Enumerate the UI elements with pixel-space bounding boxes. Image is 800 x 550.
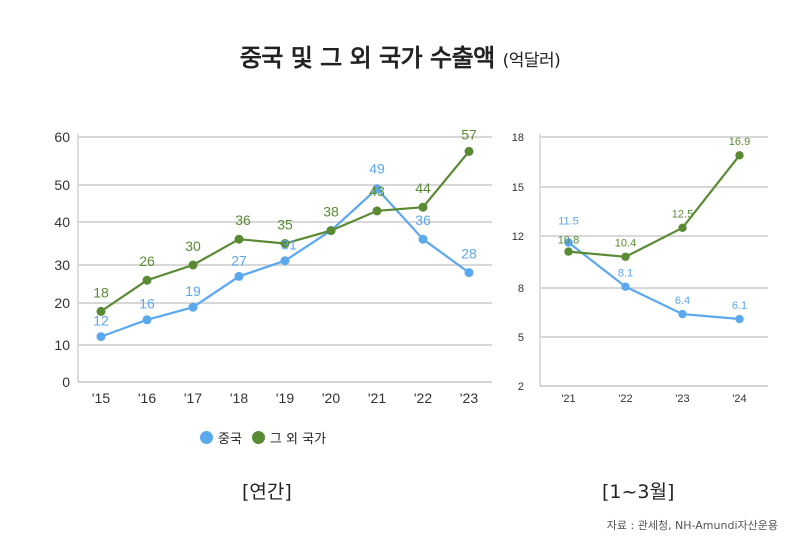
legend-label-others: 그 외 국가 [269, 432, 327, 447]
chart-0-series-0-point [418, 234, 428, 244]
chart-1-series-0-point [678, 309, 687, 319]
chart-1-y-tick-label: 2 [518, 381, 524, 393]
chart-1-x-tick-label: '22 [618, 393, 632, 405]
chart-1-x-tick-label: '21 [561, 393, 575, 405]
chart-0-series-1-data-label: 30 [185, 238, 201, 254]
chart-0-series-1-point [464, 146, 474, 156]
chart-0-series-1-point [188, 260, 198, 270]
chart-0-series-1-point [142, 275, 152, 285]
chart-0-series-0-data-label: 12 [93, 313, 109, 329]
chart-0-series-1-data-label: 44 [415, 180, 431, 196]
chart-0-x-tick-label: '21 [368, 390, 386, 406]
chart-0-series-0-point [96, 332, 106, 342]
chart-0-x-tick-label: '22 [414, 390, 432, 406]
chart-0-series-0-data-label: 49 [369, 161, 385, 177]
source-note: 자료 : 관세청, NH-Amundi자산운용 [606, 519, 778, 532]
chart-0-series-1-data-label: 18 [93, 284, 109, 300]
chart-1-series-1-point [735, 151, 744, 160]
chart-0-series-0-data-label: 27 [231, 252, 247, 268]
chart-0-series-0-point [188, 302, 198, 312]
chart-1-y-tick-label: 18 [512, 132, 524, 144]
chart-0-series-0-point [280, 256, 290, 266]
chart-0-x-tick-label: '15 [92, 390, 110, 406]
chart-0-series-1-point [418, 202, 428, 212]
chart-0-series-0-point [464, 268, 474, 278]
chart-0-x-tick-label: '16 [138, 390, 156, 406]
chart-1-series-1-data-label: 16.9 [729, 136, 750, 148]
chart-0-series-0-data-label: 31 [281, 237, 297, 253]
legend-item-china: 중국 [200, 428, 242, 447]
chart-title: 중국 및 그 외 국가 수출액 (억달러) [0, 38, 800, 73]
chart-0-series-1-point [96, 306, 106, 316]
chart-1-x-tick-label: '24 [732, 393, 746, 405]
chart-1-series-1-data-label: 10.4 [615, 238, 636, 250]
chart-1-series-0-data-label: 8.1 [618, 268, 633, 280]
legend-marker-china [200, 431, 213, 444]
chart-0-y-tick-label: 50 [54, 177, 70, 193]
chart-1-series-0-point [735, 314, 744, 324]
chart-0-x-tick-label: '17 [184, 390, 202, 406]
chart-0-series-0-data-label: 28 [461, 246, 477, 262]
chart-1-series-0-point [621, 282, 630, 291]
chart-0-series-0-data-label: 36 [415, 212, 431, 228]
chart-1-y-tick-label: 15 [512, 182, 524, 194]
chart-0-x-tick-label: '20 [322, 390, 340, 406]
chart-1-series-line-1 [568, 154, 741, 258]
chart-1-series-1-point [564, 247, 573, 256]
chart-1-series-0-data-label: 11.5 [558, 215, 579, 227]
chart-0-series-0-data-label: 16 [139, 296, 155, 312]
chart-0-y-tick-label: 30 [54, 257, 70, 273]
chart-0-y-tick-label: 60 [54, 129, 70, 145]
chart-0-series-1-point [326, 226, 336, 236]
chart-1-series-0-data-label: 6.4 [675, 295, 690, 307]
chart-0-series-1-data-label: 26 [139, 253, 155, 269]
legend-marker-others [251, 431, 265, 444]
chart-0-y-tick-label: 40 [54, 214, 70, 230]
chart-0-series-1-data-label: 35 [277, 216, 293, 232]
legend-label-china: 중국 [218, 432, 242, 447]
chart-0-series-1-data-label: 57 [461, 126, 477, 142]
chart-1-series-1-data-label: 10.8 [558, 234, 579, 246]
chart-0-series-1-data-label: 38 [323, 204, 339, 220]
chart-1-series-line-0 [567, 241, 740, 321]
chart-1-series-1-point [621, 252, 630, 261]
chart-0-series-1-point [234, 234, 244, 244]
title-text: 중국 및 그 외 국가 수출액 [239, 44, 496, 72]
legend-item-others: 그 외 국가 [251, 428, 327, 447]
chart-0-series-0-point [372, 184, 382, 194]
caption-annual: [연간] [242, 481, 292, 503]
chart-0-series-0-point [142, 315, 152, 325]
chart-1-x-tick-label: '23 [675, 393, 689, 405]
chart-1-y-tick-label: 8 [518, 283, 524, 295]
chart-1-y-tick-label: 12 [512, 231, 524, 243]
chart-0-y-tick-label: 0 [62, 374, 70, 390]
chart-0-y-tick-label: 10 [54, 337, 70, 353]
chart-0-series-1-point [372, 206, 382, 216]
chart-0-series-1-point [280, 239, 290, 248]
chart-0-series-0-point [234, 271, 244, 281]
chart-0-x-tick-label: '19 [276, 390, 294, 406]
chart-1-series-1-point [678, 223, 687, 233]
chart-1-series-0-data-label: 6.1 [732, 300, 747, 312]
chart-0-x-tick-label: '18 [230, 390, 248, 406]
chart-0-x-tick-label: '23 [460, 390, 478, 406]
caption-q1: [1~3월] [602, 481, 675, 503]
title-unit: (억달러) [502, 51, 561, 71]
chart-1-series-1-data-label: 12.5 [672, 209, 693, 221]
chart-0-series-1-data-label: 43 [369, 183, 385, 199]
chart-1-series-0-point [564, 238, 573, 247]
chart-0-series-1-data-label: 36 [235, 212, 251, 228]
chart-1-y-tick-label: 5 [518, 332, 524, 344]
chart-0-series-0-data-label: 19 [185, 283, 201, 299]
legend: 중국 그 외 국가 [200, 428, 336, 447]
chart-0-y-tick-label: 20 [54, 295, 70, 311]
